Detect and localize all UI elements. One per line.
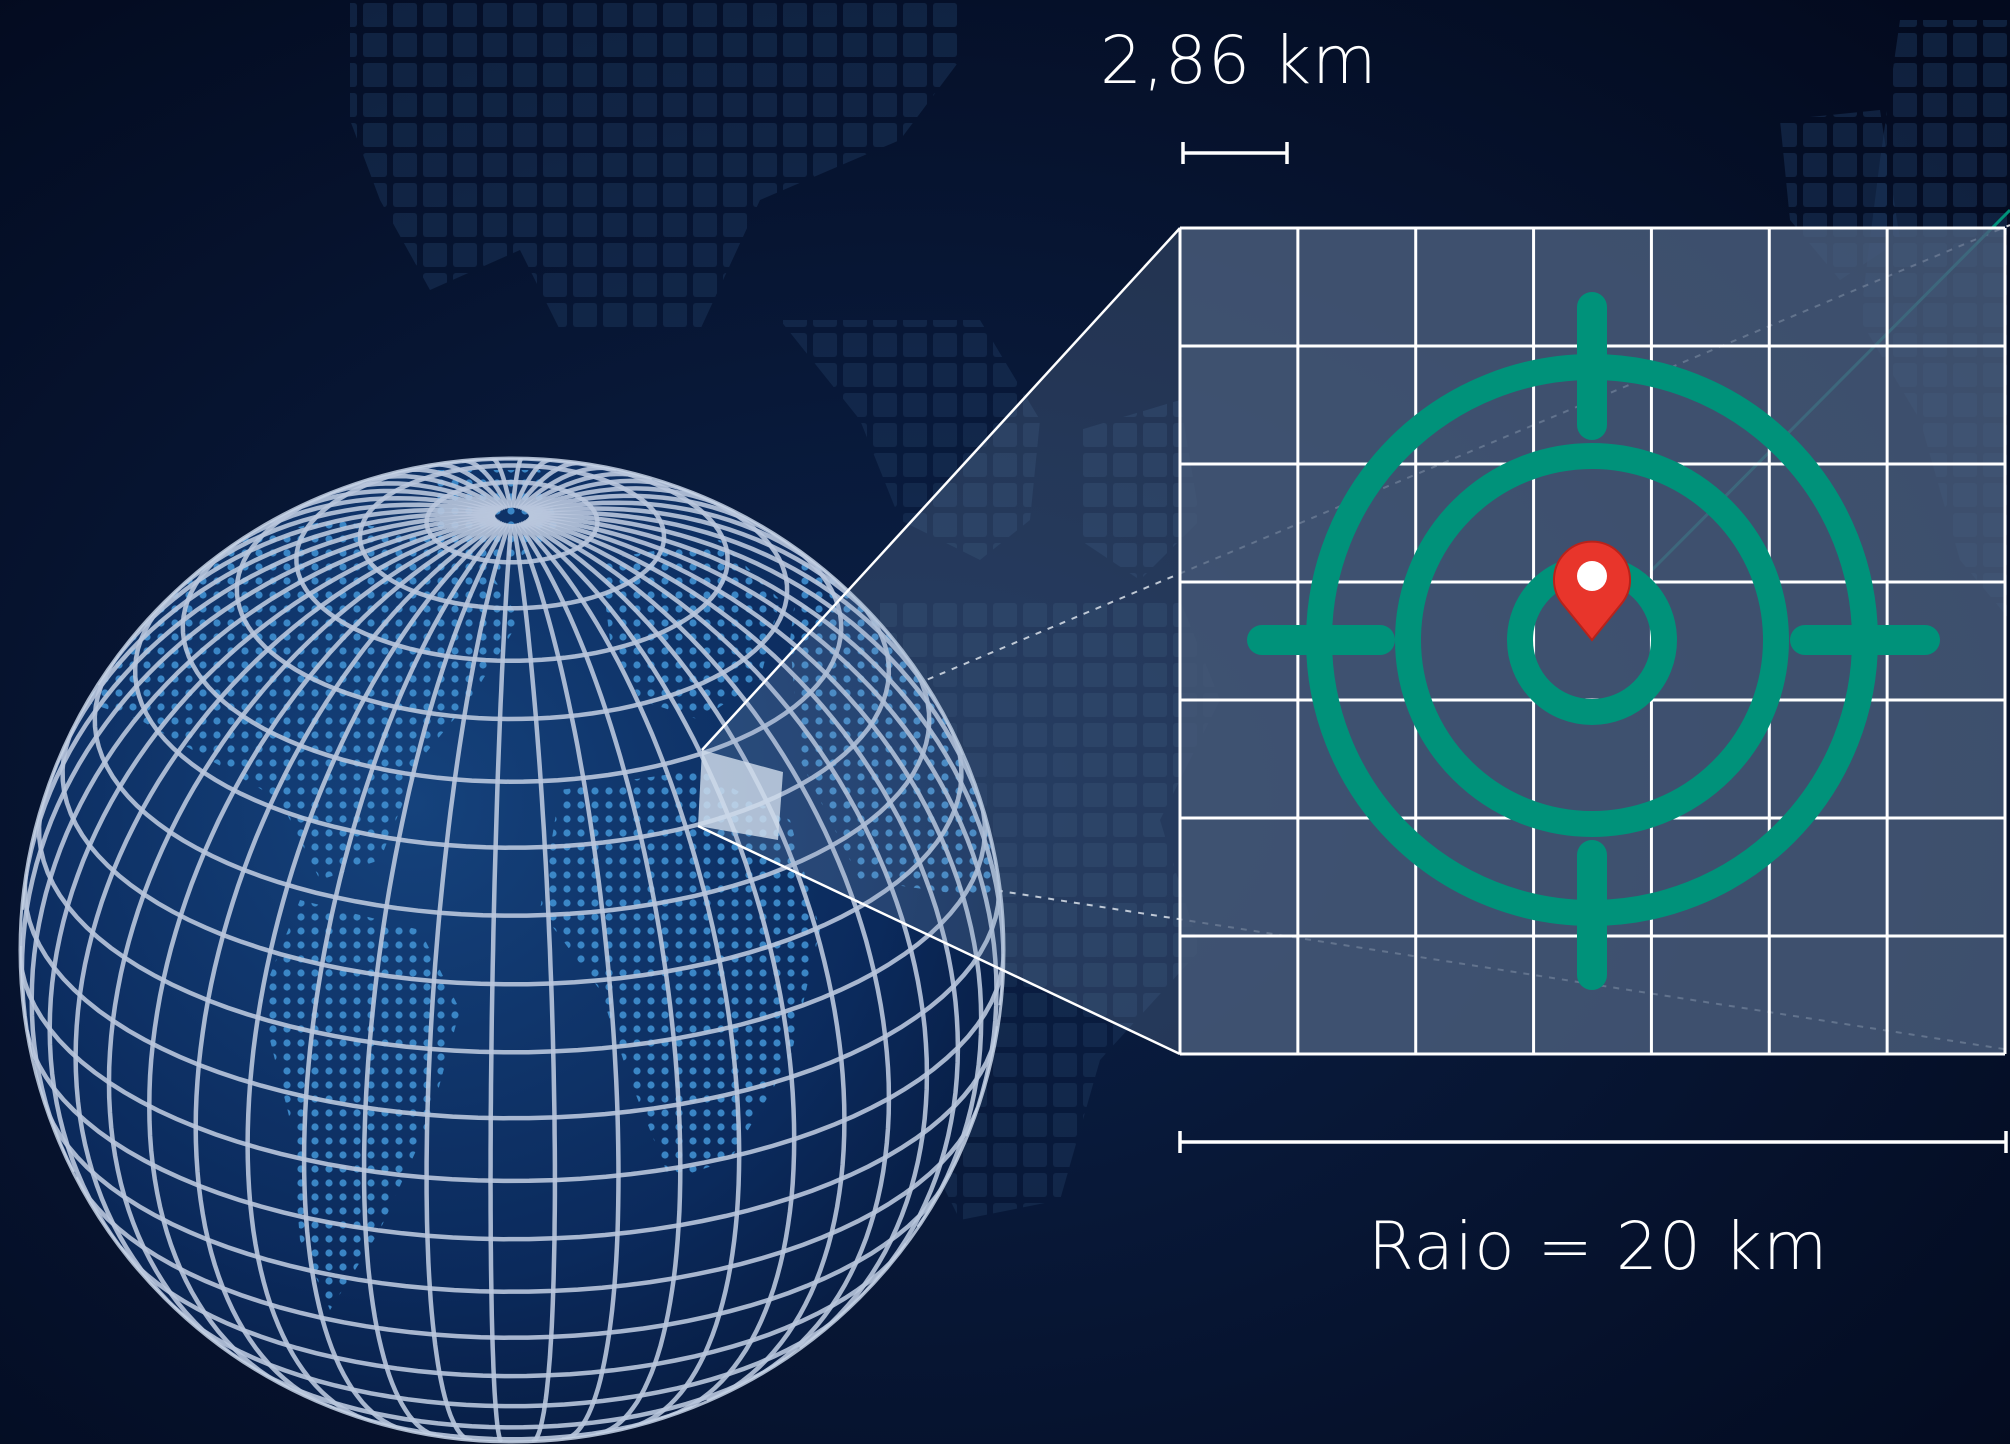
wireframe-globe-icon	[18, 456, 1006, 1444]
globe-meridian	[516, 522, 683, 1437]
globe-meridian	[529, 512, 1000, 871]
globe-meridian	[44, 511, 496, 793]
globe-grid-lines	[20, 458, 1004, 1442]
globe-meridian	[512, 458, 553, 509]
globe-meridian	[513, 522, 621, 1442]
globe-meridian	[519, 471, 653, 511]
cell-size-label: 2,86 km	[1100, 22, 1378, 99]
globe-meridian	[73, 517, 498, 1322]
globe-meridian	[491, 458, 513, 509]
globe-meridian	[525, 518, 930, 1351]
globe-parallel	[73, 1173, 952, 1340]
globe-meridian	[193, 520, 503, 1412]
globe-meridian	[527, 517, 961, 1306]
globe-meridian	[95, 507, 496, 686]
globe-meridian	[147, 519, 501, 1391]
globe-meridian	[461, 458, 511, 510]
globe-meridian	[29, 515, 496, 1174]
globe-meridian	[527, 516, 984, 1229]
globe-parallel	[241, 1357, 787, 1430]
globe-meridian	[529, 513, 1004, 1006]
globe-meridian	[424, 523, 512, 1442]
globe-meridian	[517, 465, 617, 511]
globe-meridian	[523, 486, 737, 514]
globe-meridian	[20, 514, 496, 1046]
globe-meridian	[511, 523, 558, 1442]
zoom-projection	[697, 227, 1181, 1056]
radius-label: Raio = 20 km	[1368, 1208, 1829, 1285]
radius-scale-bar	[1178, 1131, 2008, 1153]
globe-meridian	[528, 515, 999, 1138]
globe-meridian	[520, 520, 797, 1421]
globe-meridian	[20, 513, 495, 910]
globe-meridian	[106, 518, 499, 1364]
location-pin-icon	[1553, 540, 1631, 642]
globe-parallel	[118, 1242, 909, 1379]
globe-parallel	[60, 721, 964, 987]
cell-size-scale-bar	[1181, 142, 1289, 164]
globe-meridian	[526, 500, 848, 591]
globe-meridian	[524, 518, 892, 1381]
globe-meridian	[488, 523, 514, 1442]
highlighted-cell	[698, 750, 783, 840]
globe-meridian	[522, 519, 847, 1404]
globe-meridian	[527, 506, 906, 655]
globe-parallel	[132, 586, 892, 850]
globe-meridian	[47, 516, 497, 1260]
globe-meridian	[159, 502, 497, 608]
globe-parallel	[20, 945, 1004, 1184]
globe-parallel	[92, 651, 932, 918]
globe-meridian	[361, 522, 509, 1440]
globe-meridian	[528, 510, 966, 756]
globe-continents	[80, 470, 1000, 1310]
globe-meridian	[518, 521, 742, 1431]
globe-meridian	[245, 520, 505, 1424]
globe-meridian	[301, 521, 507, 1434]
